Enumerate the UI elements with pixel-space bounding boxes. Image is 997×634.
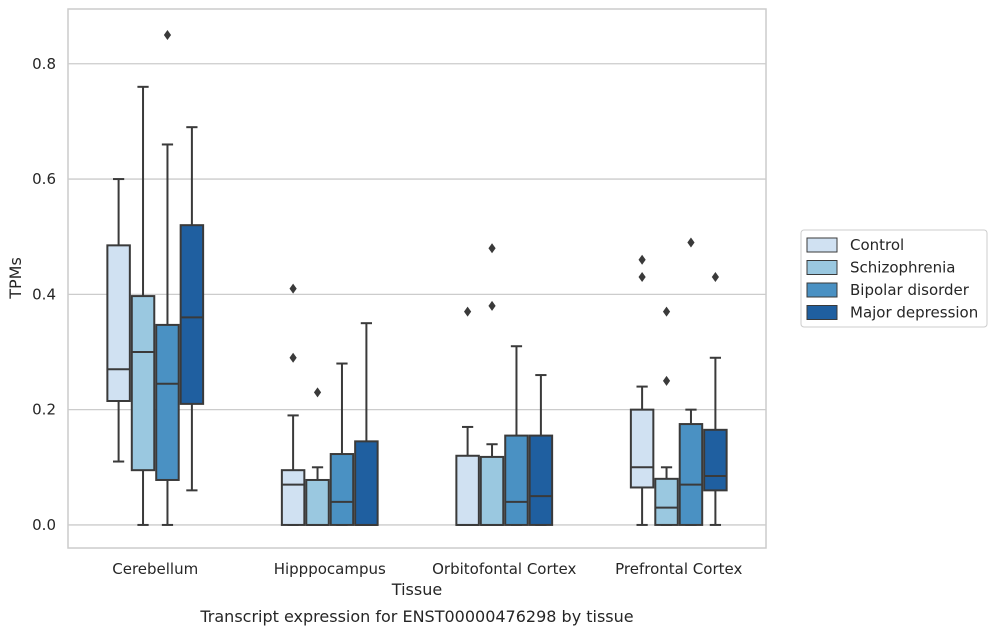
outlier-point — [163, 29, 172, 40]
box-iqr — [106, 244, 131, 402]
x-tick-label: Prefrontal Cortex — [615, 560, 742, 578]
box-group-layer — [106, 29, 728, 526]
y-tick-label: 0.0 — [32, 516, 56, 534]
box-iqr — [528, 434, 554, 526]
box-plot-box — [528, 374, 554, 526]
legend-swatch — [806, 260, 838, 275]
box-plot-box — [280, 283, 306, 526]
x-tick-label: Cerebellum — [112, 560, 198, 578]
box-iqr — [305, 478, 330, 526]
y-tick-label: 0.8 — [32, 55, 56, 73]
box-plot-box — [329, 362, 355, 526]
box-iqr — [329, 453, 355, 526]
legend-swatch — [806, 282, 838, 298]
box-iqr — [354, 440, 379, 526]
box-iqr — [654, 477, 679, 526]
outlier-point — [711, 272, 719, 283]
chart-caption: Transcript expression for ENST0000047629… — [199, 607, 633, 626]
box-iqr — [479, 455, 505, 526]
box-iqr — [130, 295, 156, 472]
outlier-point — [662, 306, 671, 317]
outlier-point — [464, 306, 472, 317]
outlier-point — [488, 243, 496, 254]
box-plot-box — [130, 85, 156, 526]
box-iqr — [155, 323, 180, 481]
box-iqr — [703, 428, 728, 492]
outlier-point — [289, 352, 297, 363]
y-tick-labels: 0.0 0.2 0.4 0.6 0.8 — [32, 55, 56, 534]
outlier-point — [687, 237, 695, 248]
x-tick-label: Hipppocampus — [274, 560, 386, 578]
legend-swatch — [806, 305, 838, 320]
outlier-point — [662, 375, 671, 386]
box-plot-box — [179, 126, 205, 492]
legend-label: Schizophrenia — [850, 259, 955, 277]
box-iqr — [280, 469, 306, 526]
box-plot-box — [703, 272, 728, 526]
box-plot-box — [305, 387, 330, 526]
category-box-group — [280, 283, 379, 526]
legend-label: Bipolar disorder — [850, 281, 970, 299]
box-iqr — [504, 434, 529, 526]
box-plot-box — [629, 254, 655, 526]
box-plot-box — [654, 306, 679, 526]
legend-label: Control — [850, 236, 904, 254]
x-tick-label: Orbitofontal Cortex — [432, 560, 576, 578]
y-tick-label: 0.6 — [32, 170, 56, 188]
box-plot-box — [504, 345, 529, 526]
y-tick-label: 0.4 — [32, 285, 56, 303]
x-axis-label: Tissue — [391, 580, 442, 599]
box-iqr — [179, 224, 205, 405]
box-plot-box — [106, 178, 131, 463]
legend-label: Major depression — [850, 304, 978, 322]
legend-swatch — [806, 237, 838, 253]
box-iqr — [629, 408, 655, 489]
y-axis-label: TPMs — [6, 257, 25, 300]
outlier-point — [638, 254, 646, 265]
y-tick-label: 0.2 — [32, 401, 56, 419]
box-plot-box — [479, 243, 505, 526]
outlier-point — [488, 300, 496, 311]
x-tick-labels: Cerebellum Hipppocampus Orbitofontal Corte… — [112, 560, 742, 578]
box-plot-box — [354, 322, 379, 526]
box-plot-box — [455, 306, 480, 526]
box-plot-box — [678, 237, 704, 526]
legend: Control Schizophrenia Bipolar disorder Majo… — [800, 229, 988, 328]
legend-frame — [800, 229, 988, 328]
outlier-point — [638, 272, 646, 283]
outlier-point — [313, 387, 322, 398]
box-plot-box — [155, 29, 180, 526]
category-box-group — [455, 243, 554, 526]
outlier-point — [289, 283, 297, 294]
box-iqr — [678, 423, 704, 526]
category-box-group — [629, 237, 728, 526]
category-box-group — [106, 29, 205, 526]
box-iqr — [455, 454, 480, 526]
legend-items: Control Schizophrenia Bipolar disorder Majo… — [806, 236, 978, 322]
plot-frame — [67, 8, 767, 549]
